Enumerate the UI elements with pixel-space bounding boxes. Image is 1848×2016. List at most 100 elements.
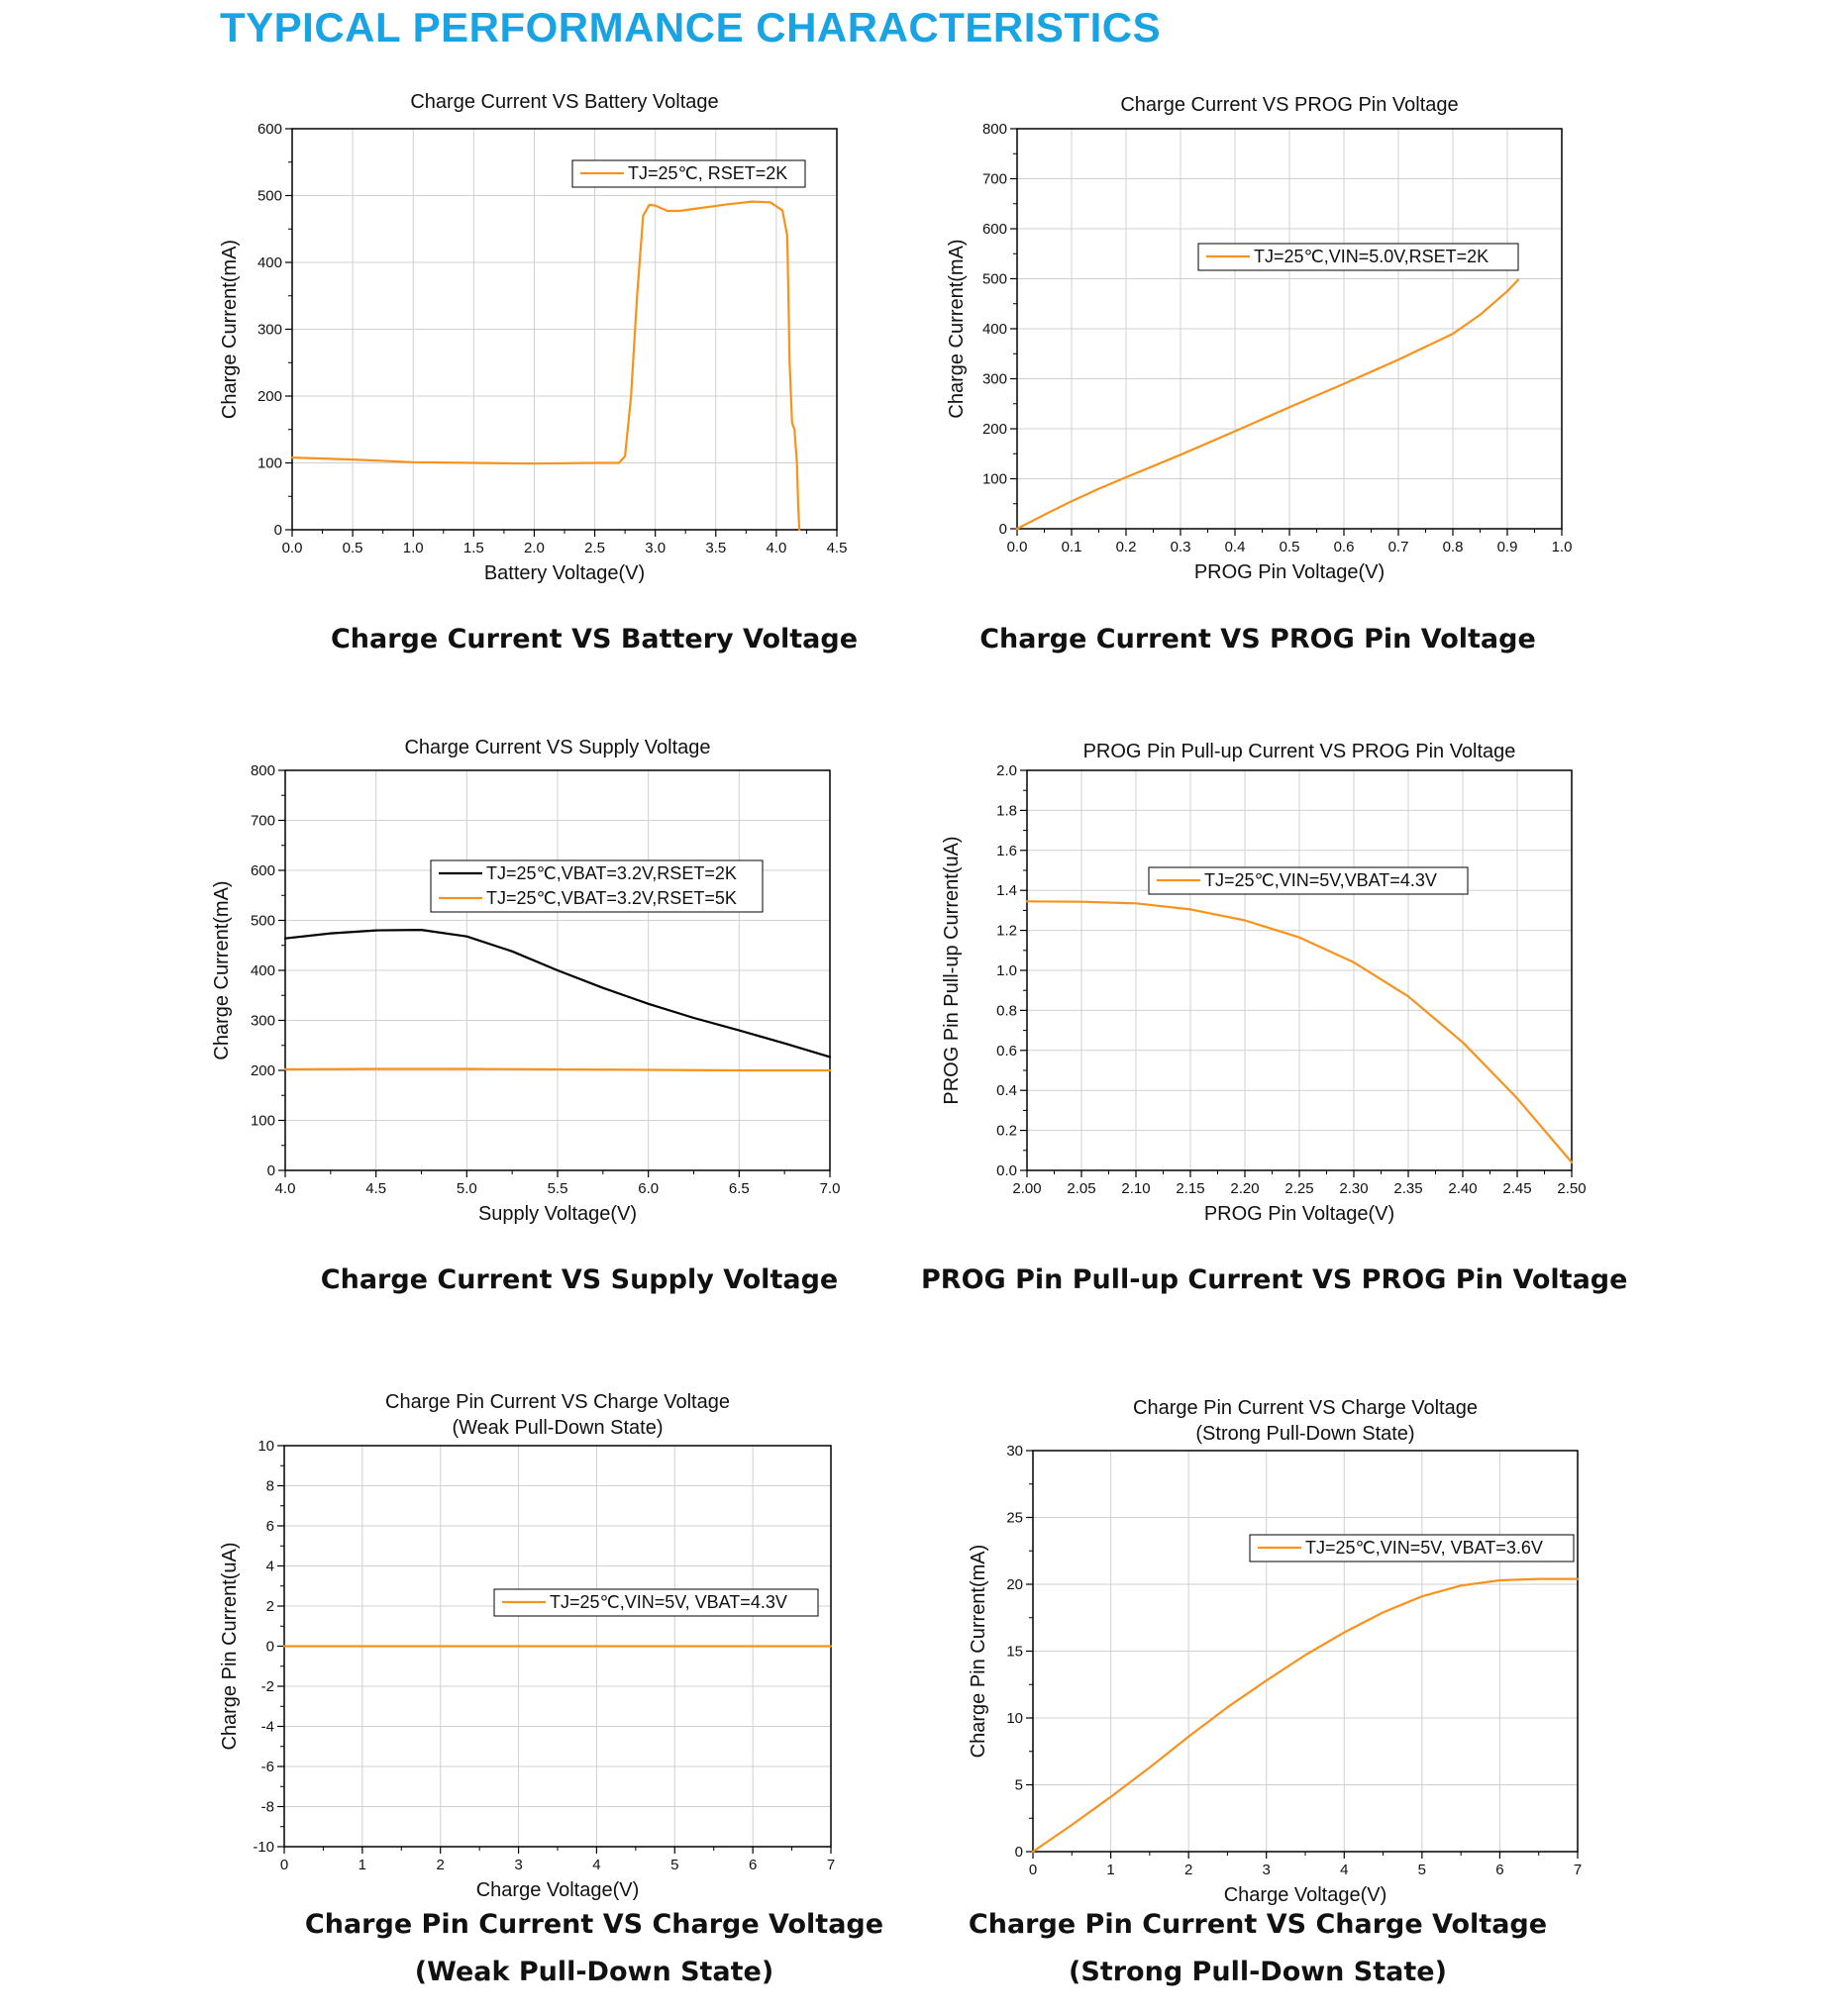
y-tick-label: 2.0 — [996, 762, 1017, 779]
caption-line: Charge Current VS Supply Voltage — [320, 1264, 839, 1295]
x-axis-label: Charge Voltage(V) — [476, 1879, 640, 1901]
x-tick-label: 0.5 — [343, 540, 363, 556]
y-tick-label: 0.4 — [996, 1082, 1017, 1099]
y-tick-label: 2 — [266, 1598, 274, 1615]
y-tick-label: 0.0 — [996, 1162, 1017, 1179]
legend-label: TJ=25℃,VIN=5V, VBAT=3.6V — [1305, 1538, 1543, 1558]
x-tick-label: 4.5 — [827, 540, 848, 556]
y-tick-label: 100 — [257, 455, 282, 472]
y-tick-label: 10 — [257, 1438, 274, 1455]
x-tick-label: 2.50 — [1557, 1180, 1586, 1197]
x-tick-label: 1 — [359, 1857, 366, 1873]
series-line — [1015, 278, 1520, 531]
caption-line: Charge Pin Current VS Charge Voltage — [304, 1909, 884, 1940]
legend-box — [1148, 866, 1469, 895]
x-tick-label: 6.0 — [638, 1180, 659, 1197]
x-tick-label: 2.25 — [1284, 1180, 1313, 1197]
x-tick-label: 0 — [280, 1857, 288, 1873]
y-tick-label: 100 — [251, 1113, 275, 1130]
y-tick-label: 600 — [251, 862, 275, 879]
x-axis-label: PROG Pin Voltage(V) — [1204, 1203, 1394, 1225]
x-tick-label: 2.0 — [524, 540, 545, 556]
y-tick-label: 0 — [274, 522, 282, 539]
x-tick-label: 3 — [1263, 1862, 1271, 1878]
x-tick-label: 1.5 — [463, 540, 484, 556]
y-tick-label: 500 — [251, 913, 275, 930]
page-title: TYPICAL PERFORMANCE CHARACTERISTICS — [220, 4, 1162, 50]
chart-title: Charge Current VS Supply Voltage — [404, 737, 710, 758]
y-tick-label: 0.8 — [996, 1002, 1017, 1019]
y-tick-label: 200 — [982, 421, 1007, 438]
y-tick-label: 400 — [982, 321, 1007, 338]
y-axis-label: Charge Current(mA) — [946, 239, 968, 418]
x-tick-label: 5 — [1418, 1862, 1426, 1878]
legend-label: TJ=25℃,VIN=5.0V,RSET=2K — [1254, 247, 1489, 266]
x-axis-label: Supply Voltage(V) — [478, 1203, 637, 1225]
x-tick-label: 2.10 — [1121, 1180, 1150, 1197]
y-tick-label: 600 — [257, 121, 282, 138]
y-tick-label: -4 — [261, 1719, 274, 1736]
x-tick-label: 0.8 — [1443, 539, 1464, 555]
y-tick-label: -10 — [253, 1839, 274, 1856]
x-tick-label: 0 — [1029, 1862, 1037, 1878]
y-tick-label: 100 — [982, 471, 1007, 488]
y-tick-label: -6 — [261, 1759, 274, 1775]
caption-prog-pullup-current: PROG Pin Pull-up Current VS PROG Pin Vol… — [921, 1257, 1627, 1304]
y-tick-label: 700 — [251, 813, 275, 830]
y-tick-label: 1.4 — [996, 882, 1017, 899]
x-tick-label: 7 — [827, 1857, 835, 1873]
x-tick-label: 2 — [1184, 1862, 1192, 1878]
y-tick-label: 0.6 — [996, 1043, 1017, 1059]
legend-box — [1249, 1534, 1575, 1562]
chart-title: Charge Pin Current VS Charge Voltage — [385, 1391, 730, 1413]
y-tick-label: 8 — [266, 1478, 274, 1495]
x-tick-label: 2.05 — [1067, 1180, 1095, 1197]
legend-label: TJ=25℃,VBAT=3.2V,RSET=2K — [486, 863, 737, 883]
x-tick-label: 1.0 — [403, 540, 424, 556]
caption-supply-voltage: Charge Current VS Supply Voltage — [243, 1257, 916, 1304]
y-axis-label: PROG Pin Pull-up Current(uA) — [941, 836, 963, 1104]
x-tick-label: 6.5 — [729, 1180, 750, 1197]
caption-weak-pulldown: Charge Pin Current VS Charge Voltage (We… — [257, 1901, 931, 1996]
y-tick-label: 200 — [257, 388, 282, 405]
x-axis-label: Charge Voltage(V) — [1224, 1884, 1387, 1906]
x-tick-label: 0.2 — [1116, 539, 1137, 555]
y-tick-label: 300 — [982, 371, 1007, 388]
y-tick-label: 800 — [251, 762, 275, 779]
x-tick-label: 2.35 — [1393, 1180, 1422, 1197]
x-tick-label: 0.5 — [1280, 539, 1300, 555]
y-tick-label: 15 — [1006, 1644, 1023, 1661]
x-tick-label: 2.5 — [584, 540, 605, 556]
x-tick-label: 3.5 — [705, 540, 726, 556]
y-tick-label: 0 — [267, 1162, 275, 1179]
x-tick-label: 5.0 — [457, 1180, 477, 1197]
y-axis-label: Charge Current(mA) — [211, 880, 233, 1059]
y-tick-label: 600 — [982, 221, 1007, 238]
x-tick-label: 5.5 — [548, 1180, 568, 1197]
chart-title: Charge Current VS PROG Pin Voltage — [1120, 94, 1458, 116]
legend-box — [430, 859, 764, 913]
x-tick-label: 0.0 — [1007, 539, 1028, 555]
y-tick-label: 800 — [982, 121, 1007, 138]
y-tick-label: 300 — [257, 322, 282, 339]
caption-line: Charge Pin Current VS Charge Voltage — [968, 1909, 1548, 1940]
x-tick-label: 2.45 — [1502, 1180, 1531, 1197]
x-tick-label: 2.40 — [1448, 1180, 1477, 1197]
x-tick-label: 3 — [514, 1857, 522, 1873]
y-tick-label: 6 — [266, 1518, 274, 1535]
y-axis-label: Charge Current(mA) — [219, 240, 241, 419]
x-axis-label: Battery Voltage(V) — [484, 562, 645, 584]
y-tick-label: 200 — [251, 1062, 275, 1079]
legend-label: TJ=25℃,VIN=5V, VBAT=4.3V — [550, 1592, 787, 1612]
caption-line: Charge Current VS PROG Pin Voltage — [979, 624, 1536, 655]
x-tick-label: 2.15 — [1176, 1180, 1204, 1197]
y-tick-label: -2 — [261, 1678, 274, 1695]
y-tick-label: 700 — [982, 171, 1007, 188]
y-tick-label: 1.6 — [996, 843, 1017, 859]
legend-label: TJ=25℃,VIN=5V,VBAT=4.3V — [1204, 870, 1437, 890]
